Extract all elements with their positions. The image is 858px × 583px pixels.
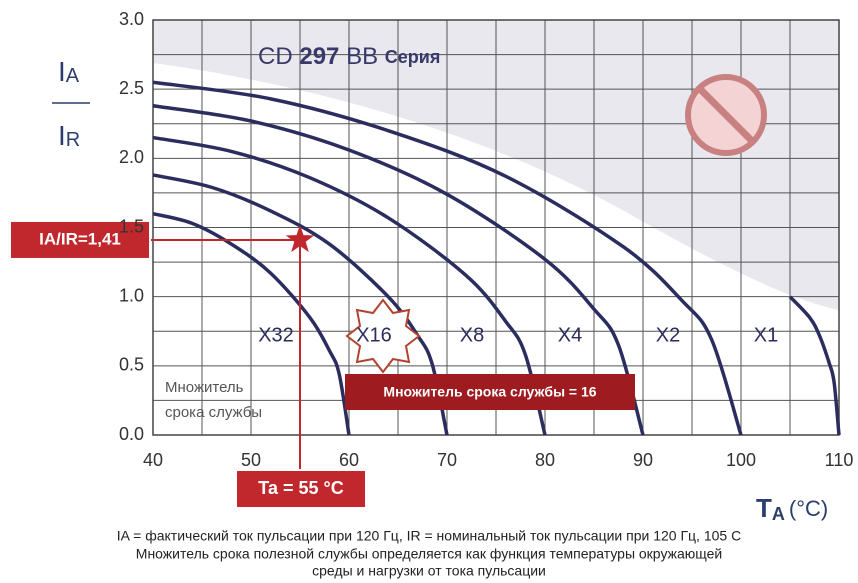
title-part: BB <box>346 43 378 70</box>
x-tick-label: 40 <box>143 450 163 470</box>
icon-bar <box>697 86 755 144</box>
y-tick-label: 1.0 <box>119 285 144 305</box>
curve <box>152 211 351 436</box>
curve-label: X16 <box>356 324 392 346</box>
y-tick-label: 0.0 <box>119 424 144 444</box>
title-part: 297 <box>299 43 339 70</box>
x-tick-label: 60 <box>339 450 359 470</box>
x-callout-text: Ta = 55 °C <box>258 478 343 498</box>
curve-label: X4 <box>558 324 582 346</box>
y-label-main: I <box>58 120 66 151</box>
multiplier-note: срока службы <box>165 404 262 421</box>
footnote: IA = фактический ток пульсации при 120 Г… <box>117 528 741 544</box>
x-tick-label: 110 <box>825 450 854 470</box>
plot-frame <box>152 19 840 436</box>
x-label-main: T <box>756 493 772 523</box>
x-tick-label: 50 <box>241 450 261 470</box>
reference: IA/IR=1,41 Ta = 55 °C <box>9 219 367 509</box>
multiplier-box <box>345 374 635 410</box>
y-tick-label: 2.0 <box>119 147 144 167</box>
y-tick-label: 2.5 <box>119 78 144 98</box>
curve <box>788 295 841 436</box>
title-part: CD <box>258 43 293 70</box>
y-label: IA <box>58 56 80 87</box>
x-label: TA (°C) <box>756 493 828 524</box>
curve-label: X32 <box>258 324 294 346</box>
forbidden-zone <box>153 20 839 310</box>
curve-label: X8 <box>460 324 484 346</box>
footnote: Множитель срока полезной службы определя… <box>136 546 722 562</box>
y-label-sub: A <box>66 65 80 87</box>
y-callout-text: IA/IR=1,41 <box>39 229 121 248</box>
y-callout-box <box>9 219 151 260</box>
curve <box>152 173 449 436</box>
x-label-sub: A <box>772 504 785 524</box>
marker-star <box>285 224 315 253</box>
curves <box>152 80 841 436</box>
x-tick-label: 90 <box>633 450 653 470</box>
x16-highlight <box>345 298 421 374</box>
no-entry-icon <box>685 74 767 156</box>
curve <box>152 135 547 436</box>
y-label-main: I <box>58 56 66 87</box>
curve-label: X2 <box>656 324 680 346</box>
multiplier-box-text: Множитель срока службы = 16 <box>383 384 596 400</box>
chart-title: CD 297 BB Серия <box>258 43 440 70</box>
curve <box>152 80 743 436</box>
x-tick-label: 100 <box>726 450 756 470</box>
y-label: IR <box>58 120 80 151</box>
y-label-sub: R <box>66 129 80 151</box>
curve-label: X1 <box>754 324 778 346</box>
title-part: Серия <box>385 47 441 67</box>
multiplier-note: Множитель <box>165 379 244 396</box>
curve <box>152 104 645 436</box>
x-label-unit: (°C) <box>789 496 828 521</box>
x-callout-box <box>235 469 367 509</box>
y-tick-label: 0.5 <box>119 355 144 375</box>
curve-labels: X32 X16 X8 X4 X2 X1 <box>258 324 778 346</box>
footnote: среды и нагрузки от тока пульсации <box>312 563 546 579</box>
x-tick-label: 70 <box>437 450 457 470</box>
y-tick-label: 1.5 <box>119 216 144 236</box>
x-tick-label: 80 <box>535 450 555 470</box>
y-tick-label: 3.0 <box>119 9 144 29</box>
